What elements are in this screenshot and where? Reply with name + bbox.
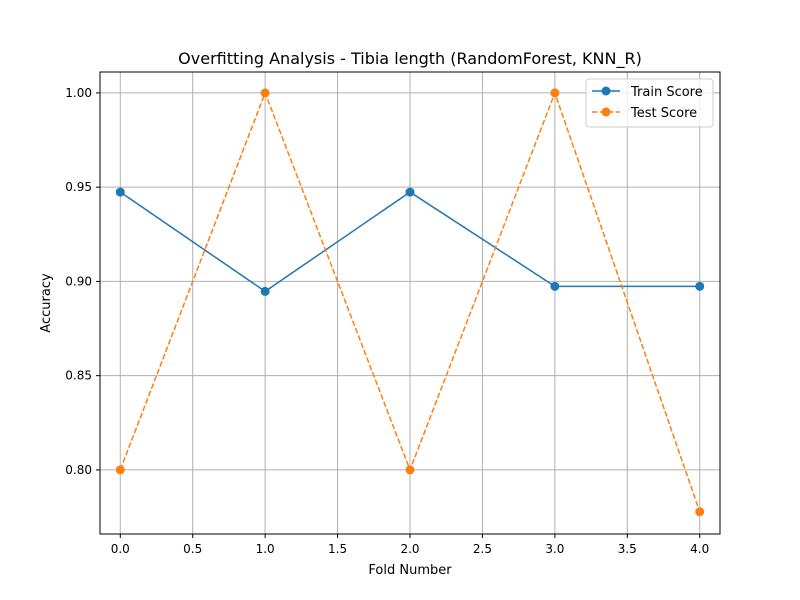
x-tick-label: 4.0	[690, 542, 709, 556]
data-point	[260, 286, 270, 296]
data-point	[695, 507, 705, 517]
legend-marker	[601, 107, 611, 117]
x-tick-label: 0.0	[111, 542, 130, 556]
x-tick-label: 3.0	[545, 542, 564, 556]
chart-title: Overfitting Analysis - Tibia length (Ran…	[178, 49, 642, 69]
x-tick-label: 2.5	[473, 542, 492, 556]
legend: Train Score Test Score	[585, 78, 714, 128]
y-tick-label: 0.95	[65, 180, 92, 194]
y-tick-label: 0.80	[65, 463, 92, 477]
y-axis-label: Accuracy	[39, 273, 54, 333]
y-tick-label: 0.85	[65, 369, 92, 383]
data-point	[695, 281, 705, 291]
data-point	[550, 281, 560, 291]
y-tick-label: 0.90	[65, 274, 92, 288]
x-tick-label: 2.0	[400, 542, 419, 556]
y-tick-label: 1.00	[65, 86, 92, 100]
data-point	[115, 465, 125, 475]
data-point	[260, 88, 270, 98]
x-tick-label: 1.0	[256, 542, 275, 556]
series-layer	[115, 88, 705, 517]
legend-label: Test Score	[630, 106, 697, 121]
ticks: 0.0 0.5 1.0 1.5 2.0 2.5 3.0 3.5 4.0 0.80 0.85 0.90 0…	[65, 86, 709, 556]
legend-marker	[601, 86, 611, 96]
data-point	[405, 465, 415, 475]
legend-label: Train Score	[630, 85, 703, 100]
data-point	[405, 187, 415, 197]
x-axis-label: Fold Number	[368, 563, 452, 578]
data-point	[115, 187, 125, 197]
x-tick-label: 3.5	[618, 542, 637, 556]
x-tick-label: 0.5	[183, 542, 202, 556]
x-tick-label: 1.5	[328, 542, 347, 556]
data-point	[550, 88, 560, 98]
